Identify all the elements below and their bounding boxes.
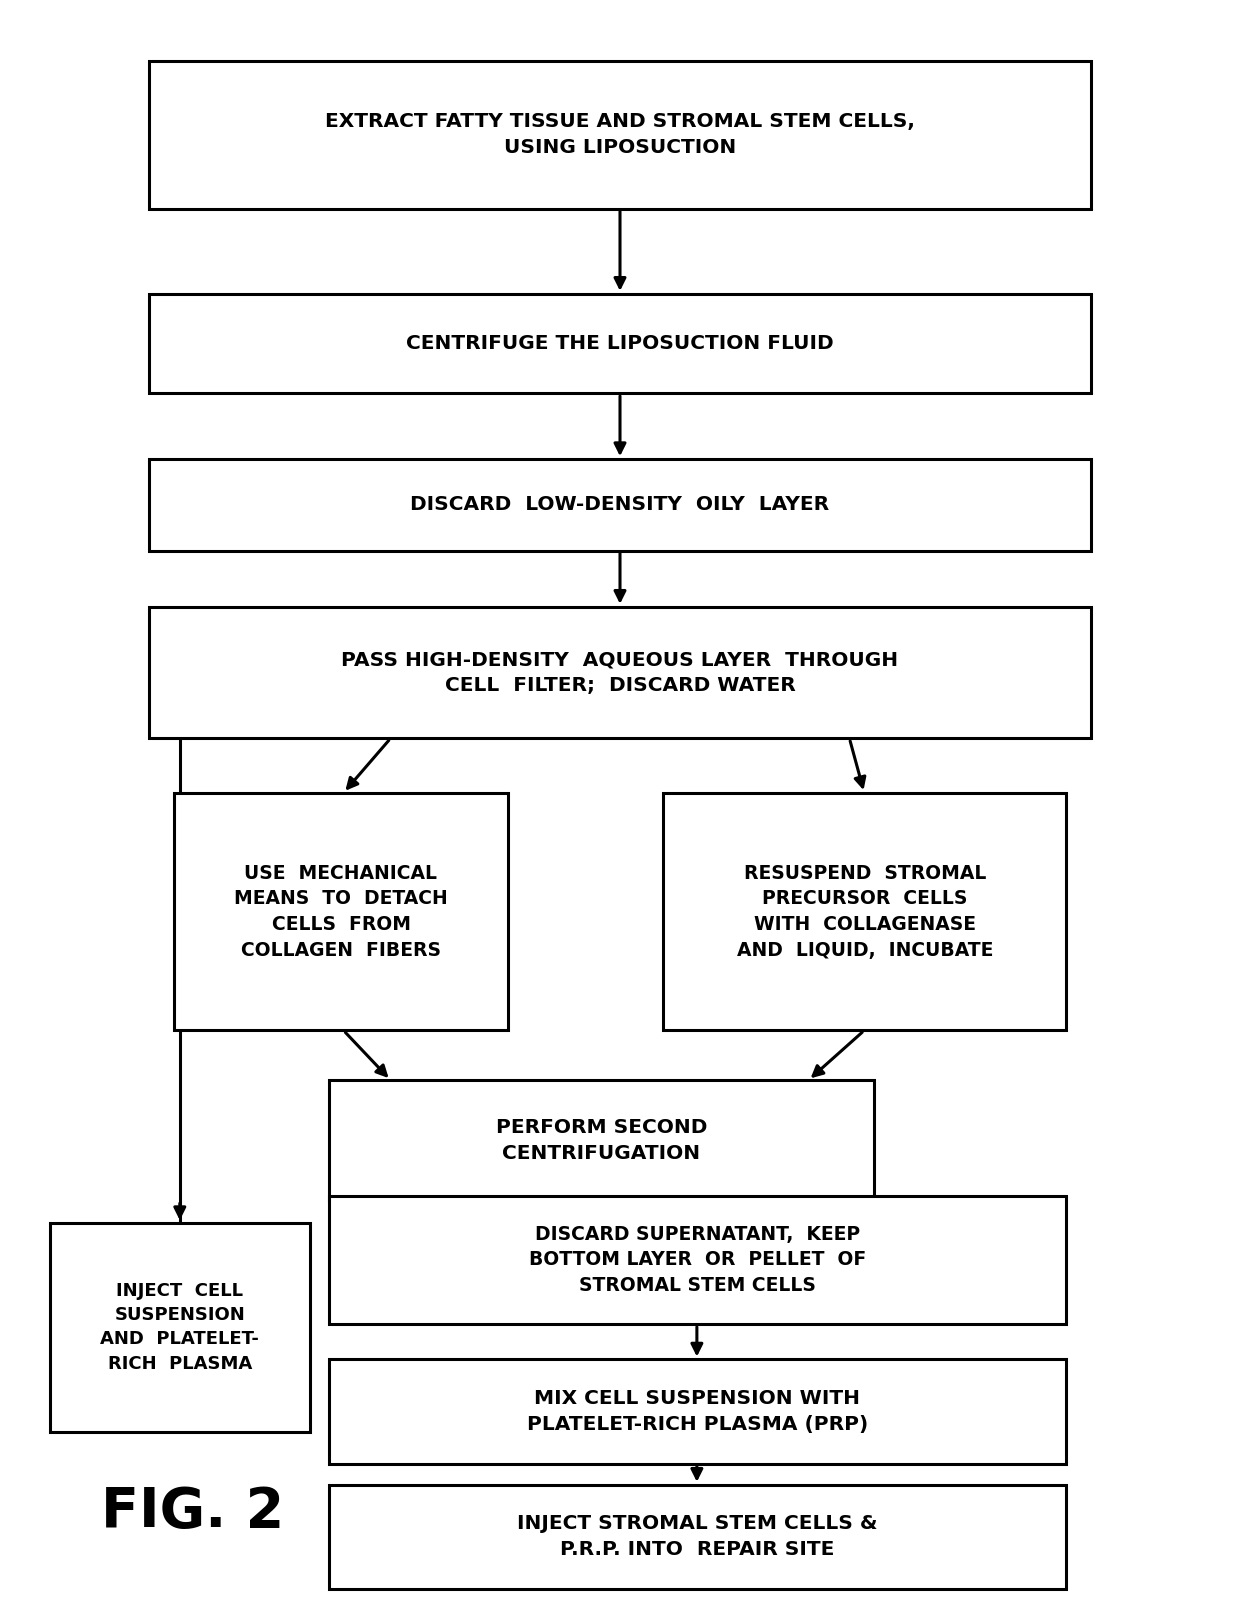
Text: CENTRIFUGE THE LIPOSUCTION FLUID: CENTRIFUGE THE LIPOSUCTION FLUID [407, 334, 833, 353]
Text: USE  MECHANICAL
MEANS  TO  DETACH
CELLS  FROM
COLLAGEN  FIBERS: USE MECHANICAL MEANS TO DETACH CELLS FRO… [234, 863, 448, 960]
Text: DISCARD  LOW-DENSITY  OILY  LAYER: DISCARD LOW-DENSITY OILY LAYER [410, 496, 830, 514]
FancyBboxPatch shape [50, 1223, 310, 1432]
FancyBboxPatch shape [663, 793, 1066, 1030]
Text: EXTRACT FATTY TISSUE AND STROMAL STEM CELLS,
USING LIPOSUCTION: EXTRACT FATTY TISSUE AND STROMAL STEM CE… [325, 112, 915, 157]
Text: INJECT STROMAL STEM CELLS &
P.R.P. INTO  REPAIR SITE: INJECT STROMAL STEM CELLS & P.R.P. INTO … [517, 1515, 878, 1558]
Text: PASS HIGH-DENSITY  AQUEOUS LAYER  THROUGH
CELL  FILTER;  DISCARD WATER: PASS HIGH-DENSITY AQUEOUS LAYER THROUGH … [341, 650, 899, 695]
Text: DISCARD SUPERNATANT,  KEEP
BOTTOM LAYER  OR  PELLET  OF
STROMAL STEM CELLS: DISCARD SUPERNATANT, KEEP BOTTOM LAYER O… [529, 1225, 866, 1295]
Text: INJECT  CELL
SUSPENSION
AND  PLATELET-
RICH  PLASMA: INJECT CELL SUSPENSION AND PLATELET- RIC… [100, 1282, 259, 1372]
FancyBboxPatch shape [329, 1080, 874, 1201]
Text: FIG. 2: FIG. 2 [100, 1485, 284, 1539]
FancyBboxPatch shape [149, 607, 1091, 738]
FancyBboxPatch shape [149, 61, 1091, 209]
FancyBboxPatch shape [174, 793, 508, 1030]
Text: RESUSPEND  STROMAL
PRECURSOR  CELLS
WITH  COLLAGENASE
AND  LIQUID,  INCUBATE: RESUSPEND STROMAL PRECURSOR CELLS WITH C… [737, 863, 993, 960]
FancyBboxPatch shape [329, 1359, 1066, 1464]
FancyBboxPatch shape [329, 1196, 1066, 1324]
Text: PERFORM SECOND
CENTRIFUGATION: PERFORM SECOND CENTRIFUGATION [496, 1119, 707, 1162]
FancyBboxPatch shape [149, 294, 1091, 393]
FancyBboxPatch shape [149, 459, 1091, 551]
Text: MIX CELL SUSPENSION WITH
PLATELET-RICH PLASMA (PRP): MIX CELL SUSPENSION WITH PLATELET-RICH P… [527, 1390, 868, 1433]
FancyBboxPatch shape [329, 1485, 1066, 1589]
